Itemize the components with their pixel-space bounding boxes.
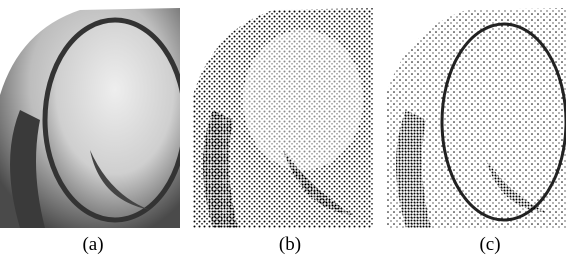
panel-c xyxy=(386,5,566,230)
caption: (a) xyxy=(82,234,103,255)
panel-b xyxy=(193,5,373,230)
caption: (b) xyxy=(279,234,301,255)
figure: (a) (b) (c) xyxy=(0,0,577,267)
caption: (c) xyxy=(479,234,500,255)
panel-a xyxy=(0,5,185,230)
